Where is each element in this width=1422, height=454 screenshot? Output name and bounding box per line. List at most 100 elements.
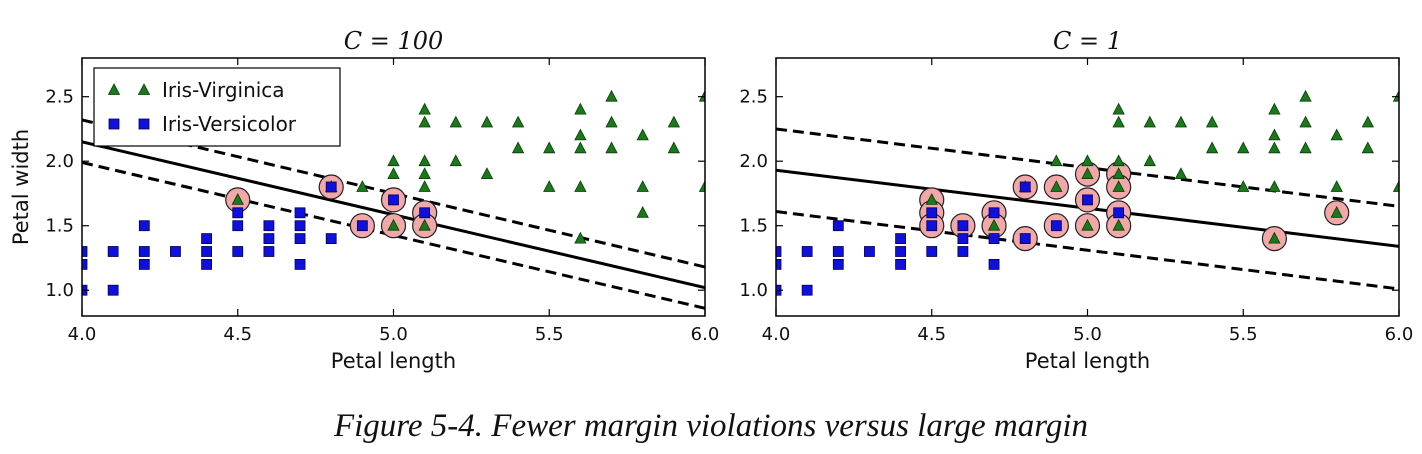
x-tick-label: 4.0 [762, 324, 791, 345]
y-axis-label: Petal width [9, 129, 33, 245]
virginica-point [387, 167, 400, 180]
virginica-point [636, 128, 649, 141]
legend-marker-versicolor [108, 118, 120, 130]
versicolor-point [988, 233, 1000, 245]
virginica-point [574, 128, 587, 141]
versicolor-point [325, 181, 337, 193]
virginica-point [356, 180, 369, 192]
x-tick-label: 5.0 [379, 324, 408, 345]
versicolor-point [895, 233, 906, 245]
x-tick-label: 6.0 [691, 324, 720, 345]
virginica-point [1237, 141, 1250, 154]
versicolor-point [776, 258, 782, 270]
versicolor-point [1082, 194, 1093, 206]
versicolor-point [1050, 220, 1062, 232]
y-tick-label: 2.0 [45, 151, 74, 172]
x-tick-label: 5.0 [1073, 324, 1102, 345]
versicolor-point [263, 233, 275, 245]
virginica-point [1112, 180, 1125, 192]
virginica-point [1268, 141, 1281, 154]
x-tick-label: 4.5 [917, 324, 946, 345]
virginica-point [1330, 205, 1343, 218]
virginica-point [1299, 115, 1312, 128]
virginica-point [1268, 180, 1281, 192]
y-tick-label: 2.0 [739, 151, 768, 172]
versicolor-point [801, 246, 813, 257]
versicolor-point [201, 246, 213, 257]
y-tick-label: 1.0 [45, 280, 74, 301]
virginica-point [987, 218, 1001, 231]
versicolor-point [832, 258, 844, 270]
versicolor-point [832, 220, 844, 232]
virginica-point [1392, 180, 1399, 192]
x-tick-label: 5.5 [1229, 324, 1258, 345]
virginica-point [1330, 128, 1343, 141]
x-tick-label: 4.0 [68, 324, 97, 345]
virginica-point [511, 141, 525, 154]
chart-title: C = 100 [344, 27, 444, 55]
virginica-point [574, 231, 587, 244]
virginica-point [1205, 115, 1219, 128]
virginica-point [1205, 141, 1219, 154]
virginica-point [1174, 167, 1188, 180]
versicolor-point [232, 220, 244, 232]
versicolor-point [776, 246, 782, 257]
versicolor-point [232, 246, 244, 257]
versicolor-point [294, 220, 306, 232]
virginica-point [418, 154, 431, 167]
versicolor-point [832, 246, 844, 257]
virginica-point [543, 180, 556, 192]
versicolor-point [356, 220, 368, 232]
figure-caption: Figure 5-4. Fewer margin violations vers… [333, 408, 1089, 444]
virginica-point [605, 115, 618, 128]
x-tick-label: 4.5 [223, 324, 252, 345]
virginica-point [449, 154, 462, 167]
versicolor-point [232, 207, 244, 219]
versicolor-point [138, 220, 150, 232]
virginica-point [1174, 115, 1188, 128]
versicolor-point [138, 258, 150, 270]
virginica-point [1143, 115, 1156, 128]
chart-c100: C = 100 4.0 4.5 5.0 5.5 6.0 1.0 1.5 2.0 2.5 Petal … [9, 27, 719, 373]
virginica-point [605, 141, 618, 154]
virginica-point [605, 89, 618, 102]
versicolor-point [201, 258, 213, 270]
margin-line [776, 210, 1399, 291]
virginica-point [1268, 231, 1281, 244]
virginica-point [636, 180, 649, 192]
versicolor-point [138, 246, 150, 257]
virginica-point [667, 115, 681, 128]
virginica-point [1050, 180, 1063, 192]
virginica-point [925, 193, 938, 205]
versicolor-point [957, 233, 969, 245]
virginica-point [1112, 218, 1125, 231]
figure: C = 100 4.0 4.5 5.0 5.5 6.0 1.0 1.5 2.0 2.5 Petal … [9, 27, 1413, 373]
virginica-point [574, 180, 587, 192]
virginica-point [418, 102, 431, 115]
versicolor-point [1113, 207, 1125, 219]
versicolor-point [82, 246, 88, 257]
versicolor-point [294, 207, 306, 219]
y-tick-label: 1.0 [739, 280, 768, 301]
virginica-point [1081, 218, 1094, 231]
virginica-point [1392, 89, 1399, 102]
virginica-point [418, 115, 431, 128]
virginica-point [1112, 102, 1125, 115]
versicolor-point [107, 284, 119, 296]
versicolor-point [801, 284, 813, 296]
versicolor-point [263, 246, 275, 257]
virginica-point [231, 193, 244, 205]
virginica-point [1361, 115, 1375, 128]
margin-line [82, 161, 705, 310]
virginica-point [667, 141, 681, 154]
virginica-point [698, 89, 705, 102]
virginica-point [1361, 141, 1375, 154]
virginica-point [480, 167, 494, 180]
virginica-point [543, 141, 556, 154]
virginica-point [418, 167, 431, 180]
y-tick-label: 2.5 [739, 87, 768, 108]
virginica-point [636, 205, 649, 218]
virginica-point [1268, 102, 1281, 115]
virginica-point [698, 180, 705, 192]
versicolor-point [325, 233, 337, 245]
